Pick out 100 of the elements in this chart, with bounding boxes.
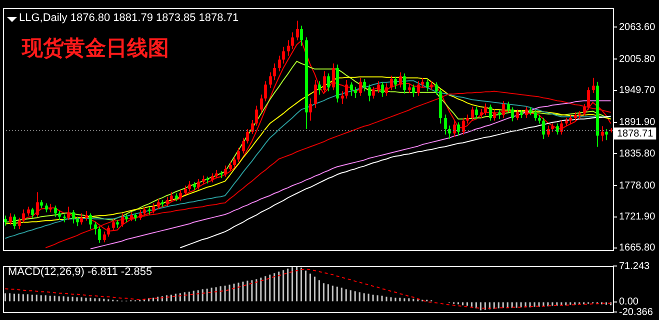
y-tick-label: 2063.60: [619, 22, 656, 33]
candlestick: [103, 231, 106, 243]
candlestick: [246, 128, 249, 144]
chart-title: MACD(12,26,9) -6.811 -2.855: [8, 266, 152, 278]
line-series: [4, 268, 612, 309]
candlestick: [94, 222, 97, 235]
candlestick: [179, 190, 182, 202]
candlestick: [587, 86, 590, 110]
candlestick: [139, 210, 142, 221]
candlestick: [444, 114, 447, 136]
candlestick: [408, 82, 411, 94]
candlestick: [556, 122, 559, 136]
candlestick: [9, 212, 12, 225]
candlestick: [13, 214, 16, 230]
candlestick: [484, 102, 487, 116]
candlestick: [170, 192, 173, 203]
y-tick-label: 1891.90: [619, 117, 656, 128]
candlestick: [237, 147, 240, 162]
candlestick: [448, 125, 451, 140]
y-tick-label: 0.00: [619, 296, 639, 308]
candlestick: [31, 207, 34, 218]
candlestick: [471, 106, 474, 122]
y-tick-label: 1665.80: [619, 242, 656, 254]
candlestick: [403, 72, 406, 94]
candlestick: [233, 156, 236, 168]
candlestick: [592, 77, 595, 94]
candlestick: [421, 77, 424, 88]
candlestick: [157, 198, 160, 210]
candlestick: [323, 70, 326, 94]
candlestick: [525, 106, 528, 118]
candlestick: [359, 77, 362, 96]
candlestick: [534, 110, 537, 122]
y-tick-label: 2005.80: [619, 54, 656, 65]
candlestick: [493, 109, 496, 122]
candlestick: [453, 120, 456, 138]
candlestick: [224, 165, 227, 178]
candlestick: [502, 100, 505, 118]
candlestick: [260, 94, 263, 113]
candlestick: [516, 109, 519, 121]
candlestick: [152, 202, 155, 214]
candlestick: [462, 117, 465, 136]
candlestick: [72, 210, 75, 224]
candlestick: [98, 226, 101, 244]
y-tick-label: 1721.90: [619, 212, 656, 223]
candlestick: [435, 82, 438, 96]
candlestick: [264, 80, 267, 102]
candlestick: [18, 217, 21, 230]
candlestick: [605, 128, 608, 141]
candlestick: [412, 84, 415, 98]
candlestick: [197, 178, 200, 190]
candlestick: [318, 80, 321, 96]
candlestick: [273, 63, 276, 81]
candlestick: [282, 46, 285, 64]
candlestick: [417, 80, 420, 96]
candlestick: [251, 120, 254, 134]
candlestick: [368, 84, 371, 102]
candlestick: [89, 212, 92, 230]
candlestick: [385, 82, 388, 96]
y-tick-label: 1835.80: [619, 148, 656, 160]
candlestick: [269, 72, 272, 88]
candlestick: [489, 104, 492, 122]
candlestick: [255, 105, 258, 126]
candlestick: [377, 80, 380, 94]
candlestick: [332, 63, 335, 91]
candlestick: [475, 106, 478, 120]
candlestick: [36, 192, 39, 218]
candlestick: [507, 101, 510, 113]
candlestick: [54, 205, 57, 218]
candlestick: [354, 86, 357, 98]
candlestick: [309, 98, 312, 122]
candlestick: [327, 72, 330, 92]
candlestick: [560, 120, 563, 136]
candlestick: [242, 137, 245, 154]
candlestick: [166, 196, 169, 207]
candlestick: [350, 82, 353, 96]
candlestick: [426, 78, 429, 92]
annotation: 现货黄金日线图: [22, 34, 169, 62]
candlestick: [184, 185, 187, 196]
candlestick: [314, 80, 317, 108]
chart-title: LLG,Daily 1876.80 1881.79 1873.85 1878.71: [19, 12, 239, 24]
candlestick: [457, 122, 460, 136]
candlestick: [511, 106, 514, 122]
candlestick: [583, 104, 586, 116]
candlestick: [278, 55, 281, 72]
candlestick: [341, 90, 344, 105]
candlestick: [80, 212, 83, 225]
candlestick: [372, 86, 375, 99]
candlestick: [300, 25, 303, 46]
candlestick: [67, 206, 70, 221]
y-tick-label: 1949.70: [619, 85, 656, 96]
candlestick: [76, 216, 79, 227]
candlestick: [542, 117, 545, 140]
candlestick: [4, 215, 7, 226]
candlestick: [345, 80, 348, 99]
candlestick: [121, 212, 124, 228]
candlestick: [363, 78, 366, 92]
candlestick: [390, 75, 393, 91]
candlestick: [296, 20, 299, 41]
candlestick: [381, 82, 384, 98]
candlestick: [399, 72, 402, 88]
